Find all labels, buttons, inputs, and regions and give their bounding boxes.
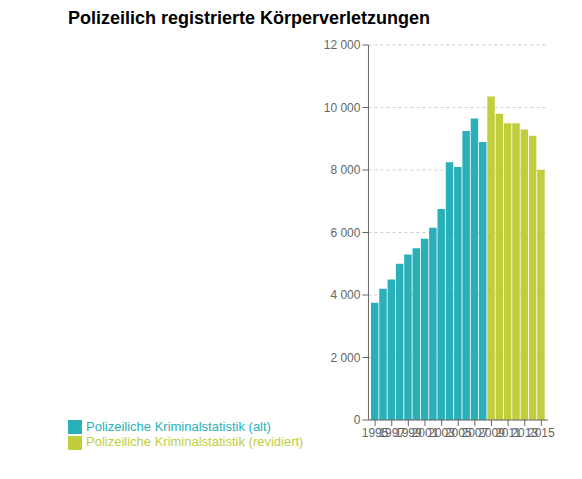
- html-text:Polizeiliche Kriminalstatistik: Polizeiliche Kriminalstatistik (alt): [86, 418, 271, 434]
- svg-text:2011: 2011: [495, 425, 521, 440]
- html-text:Polizeilich registrierte Körpe: Polizeilich registrierte Körperverletzun…: [68, 8, 431, 28]
- svg-text:12 000: 12 000: [324, 38, 361, 52]
- svg-text:0: 0: [354, 413, 361, 427]
- svg-text:8 000: 8 000: [330, 163, 360, 177]
- svg-text:2015: 2015: [528, 426, 555, 440]
- svg-text:2007: 2007: [461, 425, 489, 440]
- svg-text:6 000: 6 000: [330, 226, 360, 240]
- svg-text:10 000: 10 000: [324, 101, 361, 115]
- svg-text:4 000: 4 000: [330, 288, 360, 302]
- svg-text:1999: 1999: [395, 425, 422, 440]
- svg-text:1995: 1995: [361, 425, 389, 440]
- svg-text:2003: 2003: [428, 425, 455, 440]
- svg-text:2 000: 2 000: [330, 351, 360, 365]
- svg-text:2001: 2001: [411, 425, 439, 440]
- html-text:Polizeiliche Kriminalstatistik: Polizeiliche Kriminalstatistik (revidier…: [86, 434, 304, 450]
- svg-text:1997: 1997: [378, 425, 406, 440]
- svg-text:2013: 2013: [511, 425, 539, 440]
- svg-text:2005: 2005: [444, 425, 472, 440]
- svg-text:2009: 2009: [478, 425, 505, 440]
